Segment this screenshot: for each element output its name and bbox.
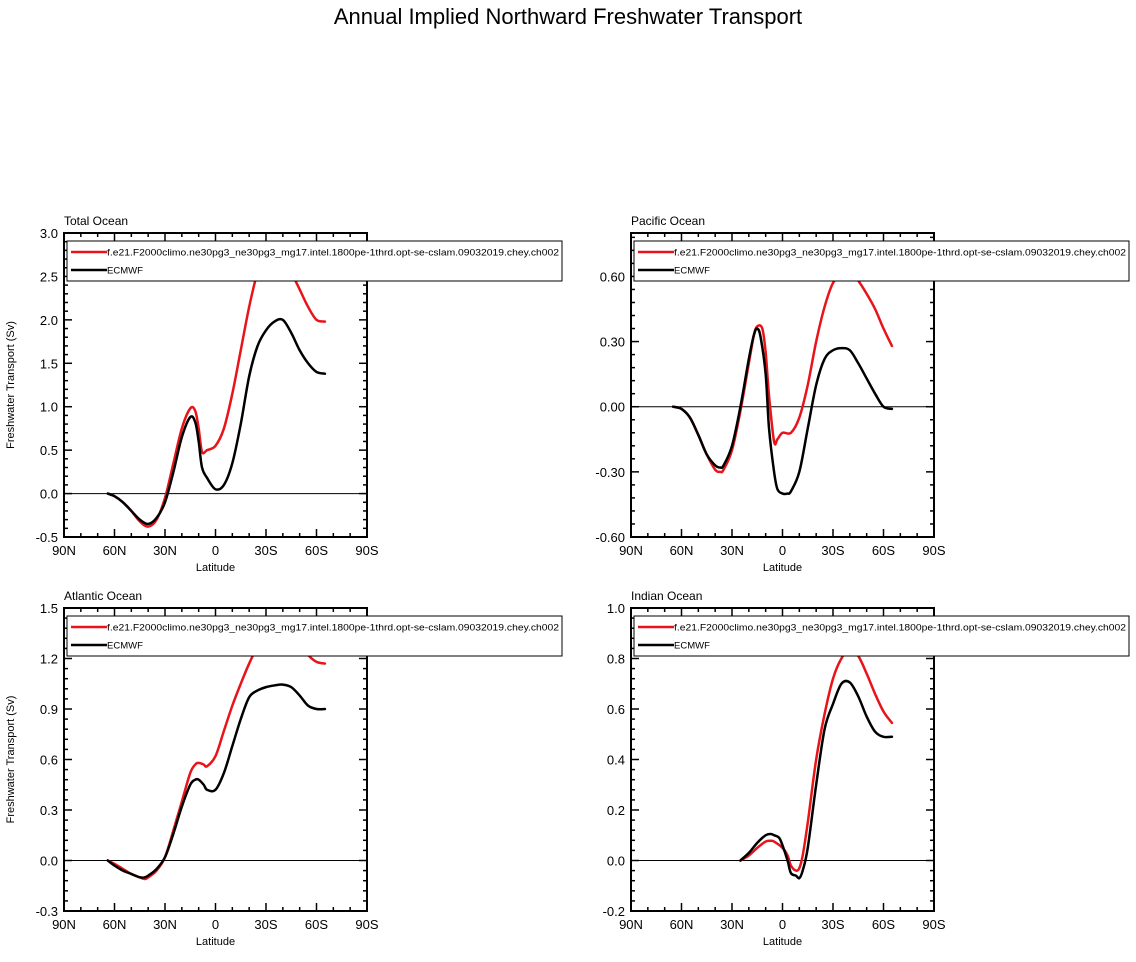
x-tick-label: 60S <box>305 543 328 558</box>
series-line-0 <box>106 626 327 881</box>
x-tick-label: 0 <box>212 917 219 932</box>
y-tick-label: -0.5 <box>36 530 58 545</box>
x-axis-label: Latitude <box>196 562 235 574</box>
chart-panel-1: Pacific Ocean 90N 60N 30N 0 30S 60S 90S -0.60 -0.… <box>595 214 1130 574</box>
legend-box <box>633 240 1130 282</box>
y-tick-label: 1.0 <box>40 400 58 415</box>
x-tick-label: 30S <box>254 917 277 932</box>
y-tick-label: -0.60 <box>595 530 625 545</box>
x-tick-label: 60N <box>103 917 127 932</box>
legend-entry-0: f.e21.F2000climo.ne30pg3_ne30pg3_mg17.in… <box>674 623 1126 634</box>
legend-box <box>633 615 1130 657</box>
y-tick-label: 0.5 <box>40 443 58 458</box>
panel-title: Pacific Ocean <box>631 214 705 228</box>
legend-entry-0: f.e21.F2000climo.ne30pg3_ne30pg3_mg17.in… <box>107 623 559 634</box>
legend-entry-0: f.e21.F2000climo.ne30pg3_ne30pg3_mg17.in… <box>674 248 1126 259</box>
x-tick-label: 30S <box>254 543 277 558</box>
x-tick-label: 60N <box>670 543 694 558</box>
legend: f.e21.F2000climo.ne30pg3_ne30pg3_mg17.in… <box>66 615 563 657</box>
y-tick-label: 0.0 <box>607 854 625 869</box>
y-tick-label: 0.60 <box>600 269 625 284</box>
y-tick-label: -0.2 <box>603 904 625 919</box>
x-tick-label: 90N <box>619 543 643 558</box>
y-tick-label: -0.30 <box>595 465 625 480</box>
y-tick-label: -0.3 <box>36 904 58 919</box>
x-tick-label: 90N <box>52 543 76 558</box>
y-tick-label: 2.0 <box>40 313 58 328</box>
x-tick-label: 30S <box>821 917 844 932</box>
figure-title: Annual Implied Northward Freshwater Tran… <box>334 4 802 29</box>
x-tick-label: 0 <box>779 917 786 932</box>
legend-entry-1: ECMWF <box>674 641 710 652</box>
x-tick-label: 30N <box>153 917 177 932</box>
y-tick-label: 0.2 <box>607 803 625 818</box>
x-tick-label: 30N <box>720 543 744 558</box>
y-tick-label: 3.0 <box>40 226 58 241</box>
y-tick-label: 0.4 <box>607 753 625 768</box>
y-tick-label: 0.6 <box>607 702 625 717</box>
x-tick-label: 60S <box>305 917 328 932</box>
y-tick-label: 1.0 <box>607 601 625 616</box>
legend-entry-1: ECMWF <box>674 266 710 277</box>
series-line-1 <box>106 683 327 879</box>
x-tick-label: 90S <box>922 917 945 932</box>
legend-entry-0: f.e21.F2000climo.ne30pg3_ne30pg3_mg17.in… <box>107 248 559 259</box>
chart-panel-3: Indian Ocean 90N 60N 30N 0 30S 60S 90S -0.2 0.0 0.… <box>603 589 1130 948</box>
x-tick-label: 90N <box>619 917 643 932</box>
x-axis-label: Latitude <box>196 936 235 948</box>
y-axis-label: Freshwater Transport (Sv) <box>5 696 17 824</box>
y-tick-label: 0.00 <box>600 400 625 415</box>
x-tick-label: 90S <box>355 917 378 932</box>
y-tick-label: 1.5 <box>40 601 58 616</box>
legend-box <box>66 615 563 657</box>
x-tick-label: 60S <box>872 917 895 932</box>
chart-panel-2: Atlantic Ocean 90N 60N 30N 0 30S 60S 90S -0.3 0.0… <box>5 589 563 948</box>
series-line-0 <box>671 270 894 474</box>
y-tick-label: 0.30 <box>600 335 625 350</box>
x-tick-label: 0 <box>779 543 786 558</box>
series-line-0 <box>106 245 327 528</box>
y-tick-label: 1.2 <box>40 652 58 667</box>
y-tick-label: 0.9 <box>40 702 58 717</box>
legend: f.e21.F2000climo.ne30pg3_ne30pg3_mg17.in… <box>633 615 1130 657</box>
x-tick-label: 90S <box>922 543 945 558</box>
chart-panel-0: Total Ocean 90N 60N 30N 0 30S 60S 90S -0.5 0.0 0.5… <box>5 214 563 574</box>
x-tick-label: 30N <box>153 543 177 558</box>
x-tick-label: 90S <box>355 543 378 558</box>
series-line-1 <box>671 327 894 496</box>
y-tick-label: 2.5 <box>40 269 58 284</box>
legend: f.e21.F2000climo.ne30pg3_ne30pg3_mg17.in… <box>66 240 563 282</box>
y-tick-label: 0.0 <box>40 487 58 502</box>
x-axis-label: Latitude <box>763 562 802 574</box>
x-tick-label: 90N <box>52 917 76 932</box>
legend-entry-1: ECMWF <box>107 641 143 652</box>
x-tick-label: 60N <box>103 543 127 558</box>
panels: Total Ocean 90N 60N 30N 0 30S 60S 90S -0.5 0.0 0.5… <box>5 214 1130 948</box>
x-tick-label: 0 <box>212 543 219 558</box>
series-line-1 <box>739 679 894 880</box>
x-tick-label: 30N <box>720 917 744 932</box>
y-tick-label: 0.3 <box>40 803 58 818</box>
y-tick-label: 0.0 <box>40 854 58 869</box>
x-tick-label: 60N <box>670 917 694 932</box>
series-line-0 <box>739 648 894 872</box>
panel-title: Atlantic Ocean <box>64 589 142 603</box>
panel-title: Indian Ocean <box>631 589 702 603</box>
y-axis-label: Freshwater Transport (Sv) <box>5 321 17 449</box>
legend-box <box>66 240 563 282</box>
x-axis-label: Latitude <box>763 936 802 948</box>
x-tick-label: 60S <box>872 543 895 558</box>
legend: f.e21.F2000climo.ne30pg3_ne30pg3_mg17.in… <box>633 240 1130 282</box>
panel-title: Total Ocean <box>64 214 128 228</box>
x-tick-label: 30S <box>821 543 844 558</box>
series-line-1 <box>106 317 327 526</box>
y-tick-label: 0.6 <box>40 753 58 768</box>
y-tick-label: 1.5 <box>40 356 58 371</box>
y-tick-label: 0.8 <box>607 652 625 667</box>
legend-entry-1: ECMWF <box>107 266 143 277</box>
